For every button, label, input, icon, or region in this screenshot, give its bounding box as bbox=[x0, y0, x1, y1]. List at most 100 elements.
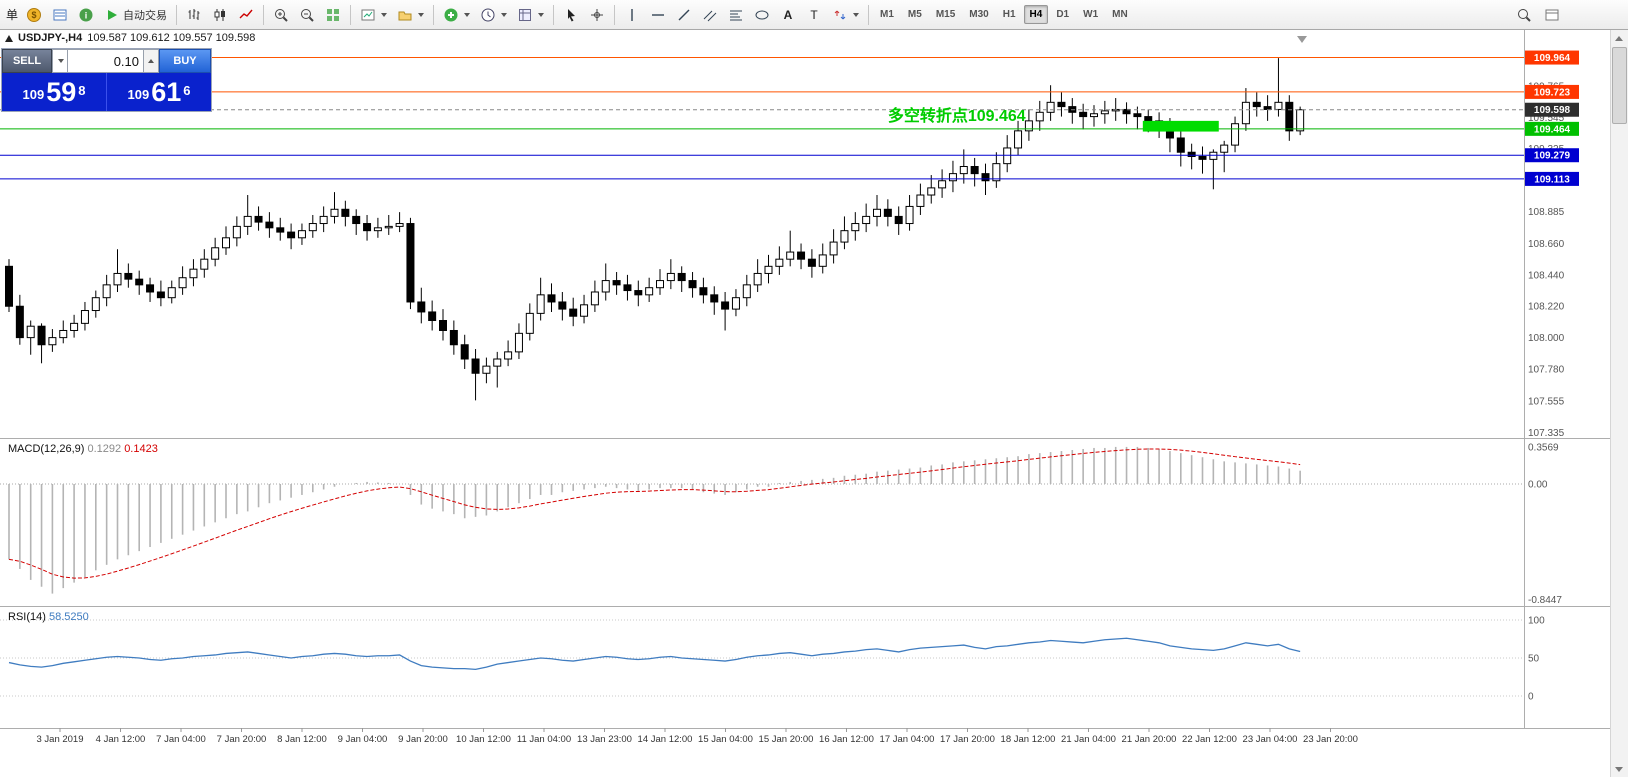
buy-price[interactable]: 109 61 6 bbox=[107, 73, 211, 111]
timeframe-mn-button[interactable]: MN bbox=[1106, 5, 1134, 24]
candlestick-chart-button[interactable] bbox=[208, 3, 232, 27]
trendline-icon bbox=[676, 7, 692, 23]
data-window-icon: i bbox=[78, 7, 94, 23]
candle bbox=[200, 258, 209, 270]
sell-price-prefix: 109 bbox=[22, 87, 45, 103]
sell-button[interactable]: SELL bbox=[2, 49, 52, 73]
new-order-icon: $ bbox=[26, 7, 42, 23]
timeframe-m15-button[interactable]: M15 bbox=[930, 5, 961, 24]
indicators-button[interactable] bbox=[439, 3, 474, 27]
autotrading-button[interactable]: 自动交易 bbox=[100, 3, 171, 27]
price-axis-label: 108.440 bbox=[1528, 270, 1565, 281]
scrollbar-thumb[interactable] bbox=[1612, 47, 1627, 124]
sell-price-main: 59 bbox=[46, 77, 77, 107]
data-window-button[interactable]: i bbox=[74, 3, 98, 27]
search-button[interactable] bbox=[1512, 3, 1536, 27]
lot-increase-button[interactable] bbox=[144, 49, 159, 73]
candle bbox=[688, 280, 697, 289]
time-axis-label: 22 Jan 12:00 bbox=[1182, 734, 1237, 745]
time-axis-label: 17 Jan 04:00 bbox=[880, 734, 935, 745]
time-axis-label: 21 Jan 04:00 bbox=[1061, 734, 1116, 745]
candle bbox=[384, 225, 393, 229]
new-chart-button[interactable] bbox=[356, 3, 391, 27]
candle bbox=[1003, 147, 1012, 165]
candle bbox=[612, 280, 621, 286]
crosshair-button[interactable] bbox=[585, 3, 609, 27]
rsi-pane-label: RSI(14) 58.5250 bbox=[8, 611, 89, 623]
window-collapse-icon[interactable] bbox=[5, 34, 13, 42]
new-order-button[interactable]: $ bbox=[22, 3, 46, 27]
candle bbox=[786, 251, 795, 260]
time-axis-label: 18 Jan 12:00 bbox=[1001, 734, 1056, 745]
scrollbar-down-arrow[interactable] bbox=[1611, 761, 1627, 777]
chevron-down-icon bbox=[501, 12, 508, 17]
timeframe-h1-button[interactable]: H1 bbox=[997, 5, 1022, 24]
candle bbox=[102, 284, 111, 299]
shapes-button[interactable] bbox=[750, 3, 774, 27]
time-axis-label: 8 Jan 12:00 bbox=[277, 734, 327, 745]
candle bbox=[981, 173, 990, 182]
text-button[interactable]: A bbox=[776, 3, 800, 27]
channel-icon bbox=[702, 7, 718, 23]
candle bbox=[721, 301, 730, 310]
time-axis-label: 21 Jan 20:00 bbox=[1122, 734, 1177, 745]
templates-icon bbox=[517, 7, 533, 23]
market-watch-button[interactable] bbox=[48, 3, 72, 27]
trade-controls-row: SELL BUY bbox=[2, 49, 211, 73]
tile-windows-button[interactable] bbox=[321, 3, 345, 27]
market-watch-icon bbox=[52, 7, 68, 23]
channel-button[interactable] bbox=[698, 3, 722, 27]
candle bbox=[775, 258, 784, 267]
zoom-out-button[interactable] bbox=[295, 3, 319, 27]
candle bbox=[80, 310, 89, 324]
sell-price[interactable]: 109 59 8 bbox=[2, 73, 107, 111]
candle bbox=[873, 208, 881, 217]
cursor-button[interactable] bbox=[559, 3, 583, 27]
timeframe-m5-button[interactable]: M5 bbox=[902, 5, 928, 24]
timeframe-m1-button[interactable]: M1 bbox=[874, 5, 900, 24]
periods-button[interactable] bbox=[476, 3, 511, 27]
candle bbox=[1274, 101, 1283, 110]
trendline-button[interactable] bbox=[672, 3, 696, 27]
macd-scale-label: 0.00 bbox=[1528, 480, 1548, 491]
candle bbox=[905, 205, 914, 225]
candle bbox=[862, 215, 871, 225]
templates-button[interactable] bbox=[513, 3, 548, 27]
candle bbox=[742, 284, 751, 299]
chart-shift-marker[interactable] bbox=[1297, 36, 1307, 43]
lot-dropdown-button[interactable] bbox=[52, 49, 68, 73]
vertical-scrollbar[interactable] bbox=[1610, 30, 1628, 777]
candle bbox=[395, 223, 404, 227]
timeframe-h4-button[interactable]: H4 bbox=[1023, 5, 1049, 24]
timeframe-m30-button[interactable]: M30 bbox=[963, 5, 994, 24]
annotation-text[interactable]: 多空转折点109.464 bbox=[888, 106, 1026, 125]
timeframe-w1-button[interactable]: W1 bbox=[1077, 5, 1104, 24]
candle bbox=[829, 241, 838, 256]
candle bbox=[1122, 108, 1131, 115]
horizontal-line-button[interactable] bbox=[646, 3, 670, 27]
rsi-pane: 100 50 0 RSI(14) 58.5250 bbox=[0, 611, 1545, 703]
highlight-rectangle[interactable] bbox=[1142, 120, 1219, 132]
candle bbox=[26, 325, 35, 339]
buy-button[interactable]: BUY bbox=[159, 49, 211, 73]
price-axis-label: 109.545 bbox=[1528, 113, 1565, 124]
chevron-down-icon bbox=[58, 59, 64, 63]
bar-chart-button[interactable] bbox=[182, 3, 206, 27]
vertical-line-button[interactable] bbox=[620, 3, 644, 27]
label-button[interactable]: T bbox=[802, 3, 826, 27]
candle bbox=[1285, 101, 1294, 132]
scrollbar-up-arrow[interactable] bbox=[1611, 30, 1627, 46]
arrows-button[interactable] bbox=[828, 3, 863, 27]
profiles-button[interactable] bbox=[393, 3, 428, 27]
candle bbox=[1100, 110, 1109, 115]
lot-size-input[interactable] bbox=[68, 49, 144, 73]
zoom-in-button[interactable] bbox=[269, 3, 293, 27]
time-axis-label: 9 Jan 04:00 bbox=[338, 734, 388, 745]
fibonacci-button[interactable] bbox=[724, 3, 748, 27]
candle bbox=[1187, 151, 1196, 158]
candle bbox=[91, 297, 100, 312]
line-chart-button[interactable] bbox=[234, 3, 258, 27]
timeframe-d1-button[interactable]: D1 bbox=[1050, 5, 1075, 24]
chart-profile-button[interactable] bbox=[1540, 3, 1564, 27]
